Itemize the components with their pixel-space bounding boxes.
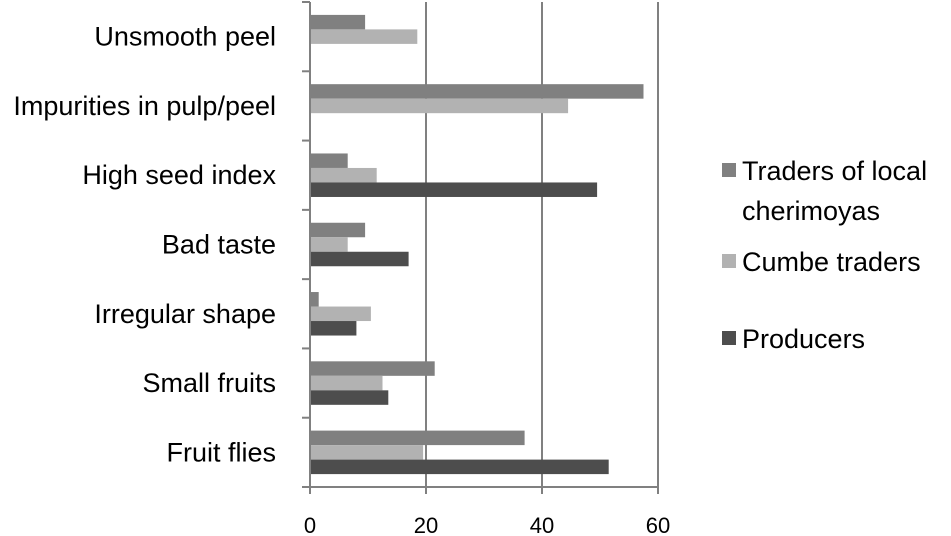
legend-label: Producers bbox=[742, 324, 865, 354]
bar-0-6 bbox=[310, 430, 525, 446]
bar-1-1 bbox=[310, 98, 569, 114]
bar-1-5 bbox=[310, 375, 383, 391]
category-label: Small fruits bbox=[142, 368, 276, 398]
x-tick-label: 0 bbox=[304, 513, 316, 536]
bar-1-0 bbox=[310, 29, 418, 44]
category-label: Unsmooth peel bbox=[94, 22, 276, 52]
legend-label: Cumbe traders bbox=[742, 247, 921, 277]
bar-2-6 bbox=[310, 459, 609, 475]
category-label: Impurities in pulp/peel bbox=[13, 91, 276, 121]
category-label: Irregular shape bbox=[94, 299, 276, 329]
legend: Traders of local cherimoyas Cumbe traders P… bbox=[722, 156, 927, 354]
legend-label: Traders of local bbox=[742, 156, 927, 186]
category-label: Fruit flies bbox=[166, 437, 276, 467]
bar-0-5 bbox=[310, 361, 435, 376]
legend-swatch-0 bbox=[722, 163, 736, 177]
bar-0-0 bbox=[310, 14, 366, 30]
bar-2-5 bbox=[310, 390, 389, 405]
bar-2-4 bbox=[310, 321, 357, 336]
bar-1-4 bbox=[310, 306, 371, 322]
bar-1-6 bbox=[310, 445, 424, 460]
bar-2-2 bbox=[310, 182, 598, 197]
category-label: Bad taste bbox=[162, 230, 276, 260]
bar-0-3 bbox=[310, 222, 366, 238]
legend-swatch-2 bbox=[722, 331, 736, 345]
x-tick-label: 40 bbox=[530, 513, 554, 536]
legend-label: cherimoyas bbox=[742, 196, 880, 226]
category-labels: Unsmooth peel Impurities in pulp/peel High… bbox=[13, 22, 276, 468]
gridlines bbox=[425, 2, 659, 487]
legend-swatch-1 bbox=[722, 254, 736, 268]
bar-0-4 bbox=[310, 292, 319, 307]
x-tick-label: 60 bbox=[646, 513, 670, 536]
bar-1-3 bbox=[310, 237, 348, 252]
bars bbox=[310, 14, 644, 475]
bar-1-2 bbox=[310, 167, 377, 183]
bar-0-1 bbox=[310, 84, 644, 99]
x-tick-label: 20 bbox=[414, 513, 438, 536]
axes bbox=[302, 1, 659, 494]
bar-0-2 bbox=[310, 153, 348, 168]
category-label: High seed index bbox=[82, 160, 276, 190]
x-tick-labels: 0 20 40 60 bbox=[304, 513, 670, 536]
bar-2-3 bbox=[310, 251, 409, 267]
